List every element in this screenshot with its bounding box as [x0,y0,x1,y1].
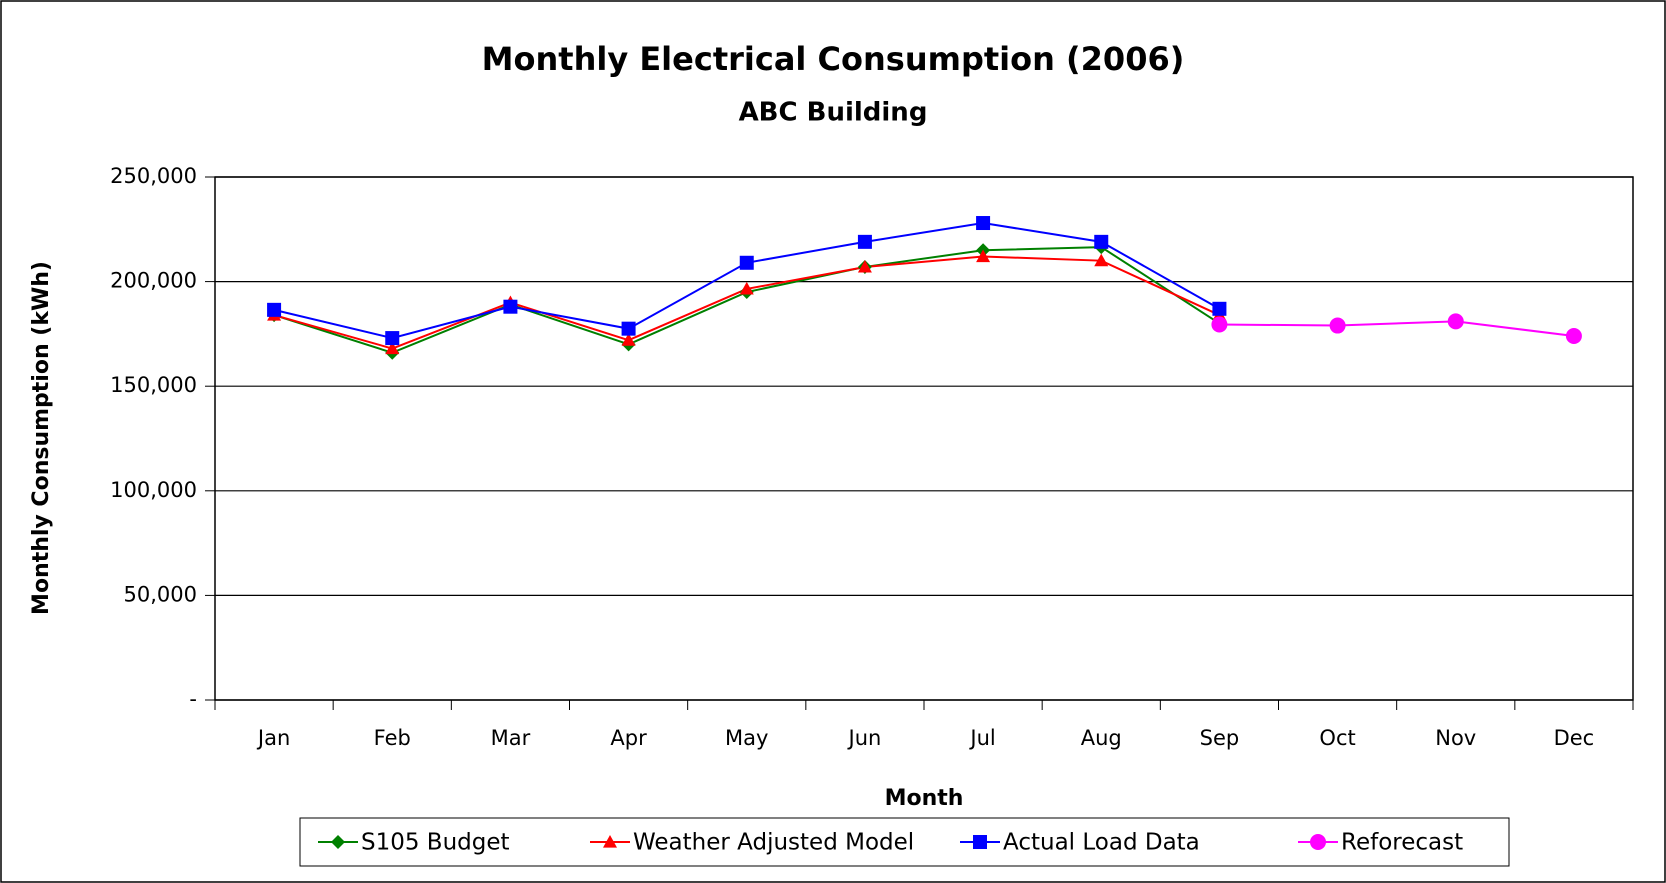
marker [976,216,991,231]
marker [739,255,754,270]
marker [503,299,518,314]
marker [1565,327,1582,344]
marker [1094,234,1109,249]
y-tick-label: 150,000 [110,373,197,397]
x-tick-label: Jan [256,726,290,750]
legend-label: Weather Adjusted Model [633,830,914,856]
marker [385,331,400,346]
legend-label: Reforecast [1341,830,1463,856]
marker [1212,301,1227,316]
marker [1447,313,1464,330]
y-tick-label: 50,000 [124,582,197,606]
marker [857,259,872,273]
marker [603,835,617,848]
x-axis-label: Month [885,786,964,811]
x-tick-label: Sep [1200,726,1240,750]
x-tick-label: Nov [1435,726,1476,750]
marker [1094,253,1109,267]
marker [1310,834,1326,850]
legend-label: S105 Budget [361,830,510,856]
x-tick-label: Oct [1319,726,1355,750]
x-tick-label: Jun [847,726,882,750]
chart-title: Monthly Electrical Consumption (2006) [482,40,1185,78]
marker [267,302,282,317]
x-tick-label: Apr [610,726,647,750]
marker [973,835,987,849]
y-tick-label: 250,000 [110,164,197,188]
legend-label: Actual Load Data [1003,830,1200,856]
series-line [1219,320,1575,337]
marker [621,333,636,346]
x-tick-label: Feb [374,726,411,750]
x-tick-label: Mar [491,726,531,750]
marker [621,321,636,336]
x-tick-label: Aug [1081,726,1122,750]
marker [1211,316,1228,333]
y-axis-label: Monthly Consumption (kWh) [29,261,54,615]
x-tick-label: Jul [968,726,995,750]
plot-area [214,176,1634,701]
chart-subtitle: ABC Building [739,98,928,128]
y-tick-label: 200,000 [110,269,197,293]
y-tick-label: 100,000 [110,478,197,502]
y-tick-label: - [189,687,197,711]
x-tick-label: May [725,726,768,750]
x-tick-label: Dec [1554,726,1595,750]
marker [385,341,400,355]
marker [857,234,872,249]
marker [976,249,991,263]
marker [331,835,345,849]
marker [1329,317,1346,334]
marker [739,281,754,295]
